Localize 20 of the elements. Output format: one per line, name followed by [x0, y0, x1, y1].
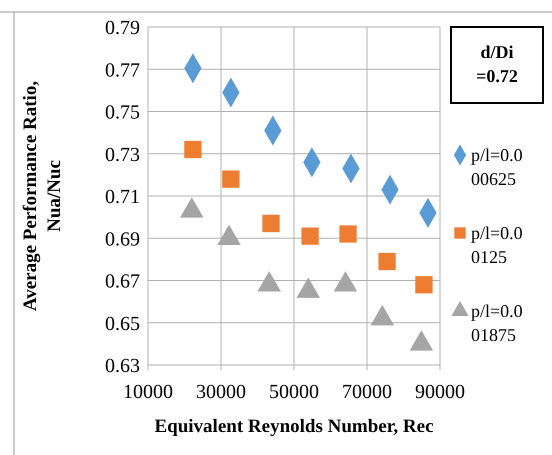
x-tick-label: 90000: [415, 381, 465, 403]
y-tick-label: 0.73: [105, 144, 140, 166]
legend-label: p/l=0.000625: [471, 145, 523, 189]
x-tick-label: 70000: [342, 381, 392, 403]
text: d/Di =0.72: [476, 42, 518, 86]
y-tick-label: 0.69: [105, 228, 140, 250]
y-tick-label: 0.77: [105, 59, 140, 82]
y-tick-label: 0.79: [105, 17, 140, 39]
y-tick-label: 0.65: [105, 312, 140, 335]
y-tick-label: 0.63: [105, 355, 140, 377]
x-tick-label: 30000: [196, 381, 246, 403]
y-tick-label: 0.67: [105, 270, 140, 292]
x-axis-title: Equivalent Reynolds Number, Rec: [154, 416, 434, 437]
legend-label: p/l=0.00125: [471, 223, 523, 267]
x-tick-label: 10000: [123, 381, 173, 403]
x-tick-label: 50000: [269, 381, 319, 403]
y-axis-title: Average Performance Ratio, Nua/Nuc: [20, 80, 65, 312]
legend-label: p/l=0.001875: [471, 301, 523, 345]
y-tick-label: 0.71: [105, 186, 140, 208]
y-tick-label: 0.75: [105, 102, 140, 124]
